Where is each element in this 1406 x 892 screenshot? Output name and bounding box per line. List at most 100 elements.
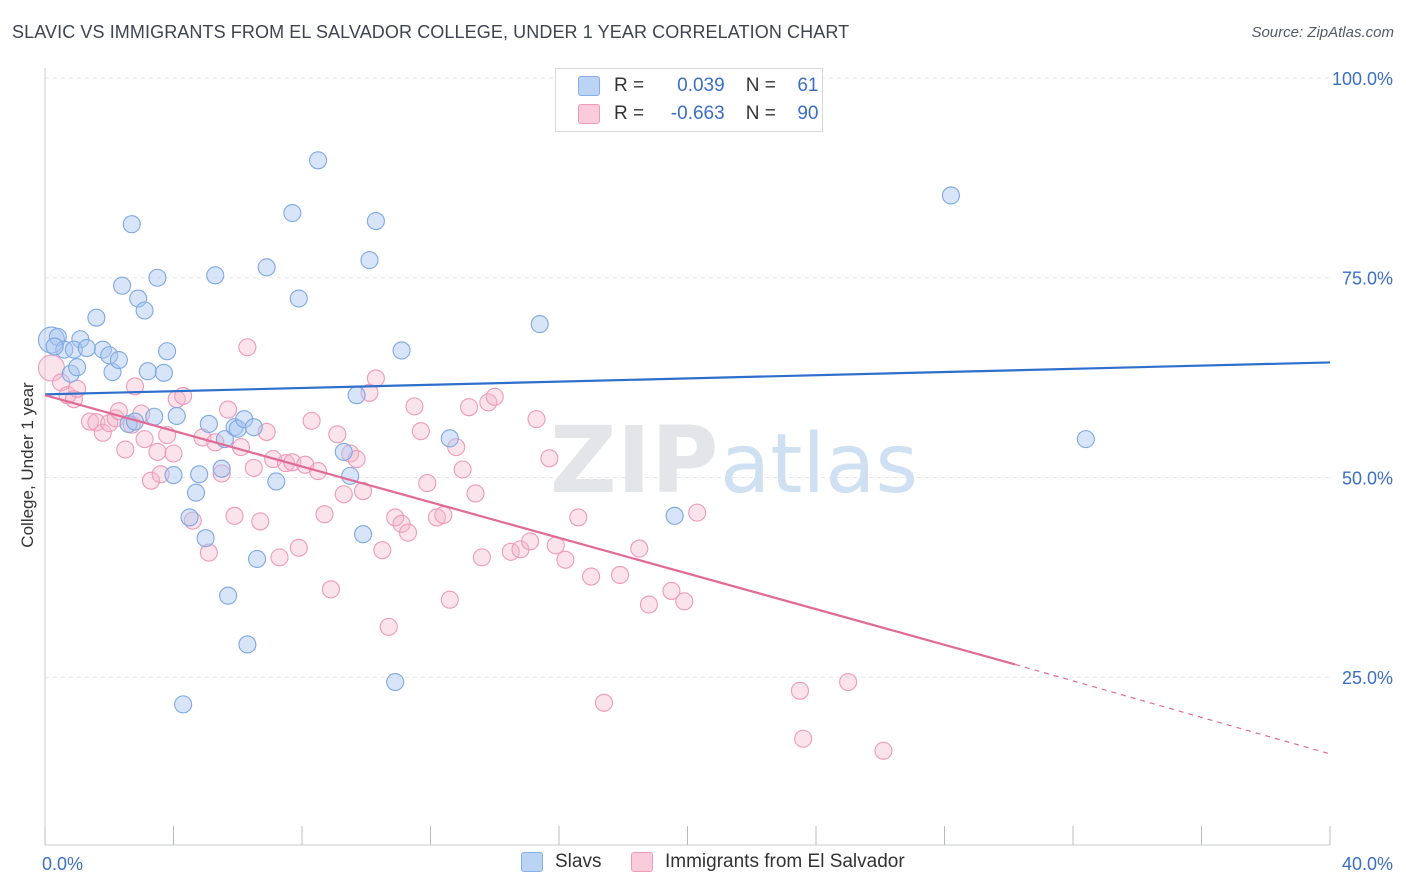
point-salvador: [87, 413, 106, 432]
point-salvador: [302, 411, 321, 430]
point-salvador: [135, 430, 154, 449]
point-slavs: [135, 301, 154, 320]
y-tick-label-0: 100.0%: [1332, 69, 1393, 89]
point-slavs: [186, 483, 206, 502]
point-salvador: [244, 458, 263, 477]
point-slavs: [392, 341, 411, 360]
point-salvador: [794, 729, 813, 748]
point-salvador: [839, 672, 858, 692]
point-slavs: [228, 419, 247, 438]
point-salvador: [270, 548, 289, 567]
legend-row-salvador: R = -0.663 N = 90: [578, 101, 818, 127]
point-salvador: [527, 410, 546, 429]
point-slavs: [238, 635, 257, 654]
y-tick-label-3: 25.0%: [1342, 668, 1393, 688]
point-slavs: [334, 442, 353, 461]
y-tick-label-1: 75.0%: [1342, 269, 1393, 289]
point-salvador: [440, 590, 459, 609]
point-salvador: [251, 512, 270, 531]
point-salvador: [315, 505, 334, 524]
tick-labels: 100.0% 75.0% 50.0% 25.0% 0.0% 40.0%: [42, 69, 1393, 874]
series-legend: Slavs Immigrants from El Salvador: [0, 851, 1406, 879]
point-salvador: [405, 397, 424, 416]
point-salvador: [379, 617, 398, 636]
point-salvador: [238, 338, 257, 357]
point-slavs: [257, 258, 276, 277]
trend-line-slavs: [44, 361, 1331, 396]
point-salvador: [569, 508, 588, 527]
point-salvador: [334, 485, 353, 504]
point-salvador: [141, 471, 161, 490]
point-salvador: [125, 377, 144, 396]
point-slavs: [37, 326, 65, 354]
point-slavs: [196, 529, 215, 548]
series-legend-label-salvador: Immigrants from El Salvador: [665, 851, 905, 872]
series-legend-swatch-salvador: [631, 852, 653, 872]
point-salvador: [398, 523, 418, 542]
point-slavs: [941, 186, 960, 205]
point-salvador: [688, 503, 707, 522]
point-salvador: [874, 741, 893, 760]
point-salvador: [151, 465, 170, 484]
point-salvador: [386, 508, 405, 527]
point-salvador: [164, 444, 183, 463]
point-slavs: [1076, 430, 1095, 449]
point-salvador: [411, 422, 430, 441]
chart-source: Source: ZipAtlas.com: [1251, 24, 1394, 41]
legend-swatch-salvador: [578, 104, 600, 124]
point-slavs: [68, 358, 87, 377]
point-slavs: [360, 251, 379, 270]
point-salvador: [328, 425, 347, 444]
watermark-atlas: atlas: [720, 417, 918, 512]
point-slavs: [347, 386, 366, 405]
point-salvador: [790, 681, 809, 700]
point-slavs: [77, 338, 96, 358]
axes: [44, 68, 1331, 846]
point-slavs: [55, 340, 74, 359]
point-slavs: [164, 466, 183, 485]
point-slavs: [530, 315, 549, 334]
point-slavs: [167, 406, 186, 426]
point-salvador: [472, 548, 491, 567]
point-slavs: [109, 350, 128, 370]
point-salvador: [373, 541, 392, 560]
point-slavs: [180, 508, 199, 527]
series-legend-slavs: Slavs: [521, 851, 601, 873]
watermark: ZIP atlas: [550, 407, 918, 514]
point-salvador: [418, 474, 437, 493]
legend-n-value-salvador: 90: [797, 103, 819, 124]
point-salvador: [594, 693, 614, 712]
point-salvador: [675, 592, 694, 611]
point-salvador: [466, 484, 485, 503]
point-salvador: [199, 543, 218, 562]
point-salvador: [521, 532, 540, 551]
point-salvador: [116, 440, 135, 459]
stats-legend: R = 0.039 N = 61 R = -0.663 N = 90: [555, 68, 823, 132]
chart-title: SLAVIC VS IMMIGRANTS FROM EL SALVADOR CO…: [12, 22, 850, 42]
point-slavs: [45, 337, 64, 356]
legend-n-label: N =: [745, 75, 776, 96]
point-slavs: [138, 362, 157, 381]
trend-lines: [44, 361, 1331, 755]
point-salvador: [366, 369, 385, 388]
point-slavs: [244, 418, 263, 437]
point-salvador: [556, 550, 575, 569]
legend-r-value-slavs: 0.039: [677, 75, 725, 96]
point-slavs: [665, 506, 684, 525]
point-salvador: [630, 539, 649, 558]
point-slavs: [267, 472, 286, 491]
point-slavs: [113, 276, 132, 295]
point-slavs: [386, 672, 405, 692]
point-slavs: [289, 289, 308, 308]
legend-r-label: R =: [614, 75, 645, 96]
legend-n-label: N =: [745, 103, 776, 124]
point-slavs: [174, 695, 193, 714]
point-slavs: [190, 465, 209, 484]
point-salvador: [582, 567, 601, 586]
point-slavs: [440, 429, 459, 448]
point-slavs: [122, 215, 141, 234]
watermark-zip: ZIP: [550, 407, 718, 514]
y-tick-label-2: 50.0%: [1342, 468, 1393, 488]
series-legend-swatch-slavs: [521, 852, 543, 872]
legend-n-value-slavs: 61: [797, 75, 819, 96]
